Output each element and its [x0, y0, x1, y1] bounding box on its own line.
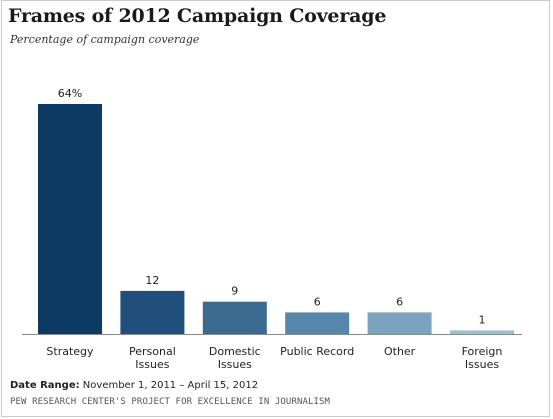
data-label: 12: [145, 274, 159, 287]
category-label: Strategy: [46, 345, 94, 358]
bar: [450, 330, 514, 334]
bar: [367, 312, 432, 334]
source-credit: PEW RESEARCH CENTER'S PROJECT FOR EXCELL…: [10, 397, 331, 407]
category-label: Domestic: [209, 345, 261, 358]
chart-subtitle: Percentage of campaign coverage: [10, 33, 200, 46]
data-label: 9: [231, 285, 238, 298]
data-label: 6: [314, 295, 321, 308]
date-range: Date Range: November 1, 2011 – April 15,…: [10, 380, 258, 391]
bar: [202, 301, 267, 334]
category-label: Issues: [135, 358, 169, 371]
category-label: Foreign: [462, 345, 503, 358]
category-label: Public Record: [280, 345, 354, 358]
date-range-label: Date Range:: [10, 380, 80, 391]
category-label: Personal: [129, 345, 176, 358]
chart-title: Frames of 2012 Campaign Coverage: [8, 5, 387, 27]
bar: [120, 290, 185, 334]
bar: [285, 312, 350, 334]
data-label: 1: [479, 313, 486, 326]
date-range-value: November 1, 2011 – April 15, 2012: [82, 380, 259, 391]
data-label: 6: [396, 295, 403, 308]
category-label: Issues: [218, 358, 252, 371]
category-label: Other: [384, 345, 416, 358]
bar: [38, 104, 102, 334]
data-label: 64%: [58, 87, 82, 100]
category-label: Issues: [465, 358, 499, 371]
